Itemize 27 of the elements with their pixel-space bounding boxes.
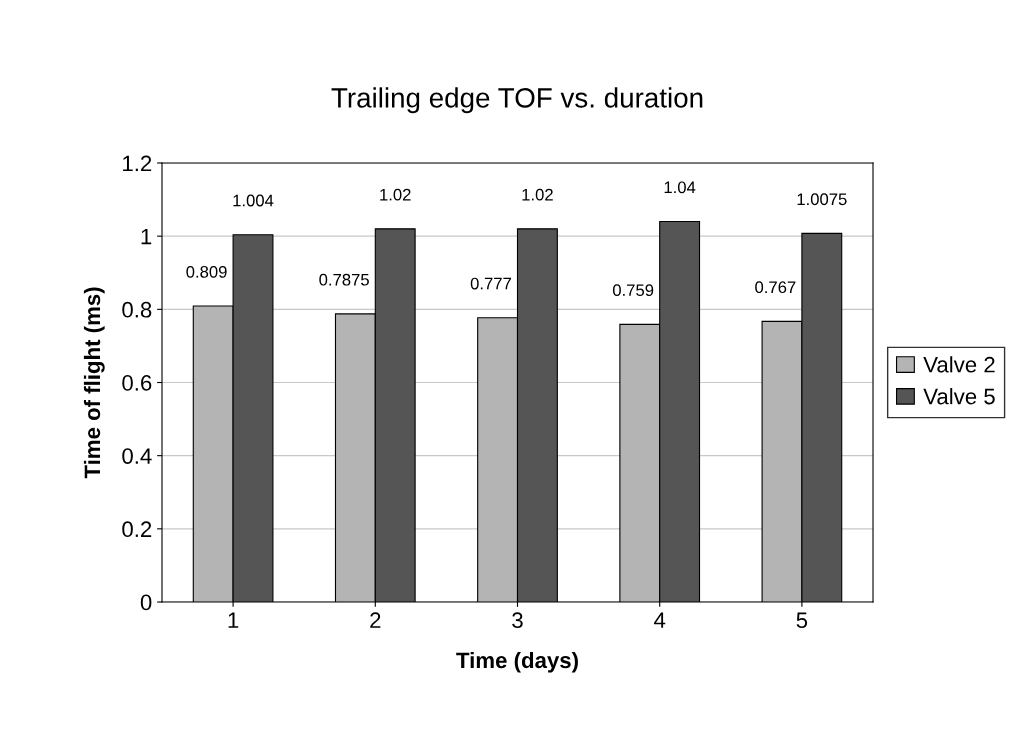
x-tick-label: 5 xyxy=(796,612,808,629)
y-tick-label: 0 xyxy=(140,594,152,611)
y-tick-label: 1 xyxy=(141,228,152,245)
x-tick-label: 3 xyxy=(512,612,523,629)
y-tick-label: 0.6 xyxy=(122,375,152,391)
data-label: 0.809 xyxy=(186,265,227,278)
y-tick-label: 1.2 xyxy=(123,155,152,172)
data-label: 0.759 xyxy=(612,284,654,297)
data-label: 1.0075 xyxy=(797,193,847,206)
y-tick-label: 0.2 xyxy=(122,521,152,538)
legend-label: Valve 2 xyxy=(923,356,995,373)
y-tick-label: 0.4 xyxy=(122,448,152,464)
y-tick-label: 0.8 xyxy=(122,301,152,318)
y-axis-title: Time of flight (ms) xyxy=(83,287,105,479)
x-tick-label: 4 xyxy=(654,612,666,628)
data-label: 1.004 xyxy=(233,194,274,207)
data-label: 1.02 xyxy=(522,188,553,201)
legend-label: Valve 5 xyxy=(923,388,995,405)
data-label: 1.02 xyxy=(380,188,411,201)
data-label: 0.7875 xyxy=(319,273,369,286)
data-label: 1.04 xyxy=(664,181,696,194)
data-label: 0.777 xyxy=(470,277,511,290)
data-label: 0.767 xyxy=(755,281,796,294)
x-tick-label: 2 xyxy=(370,612,381,628)
x-axis-title: Time (days) xyxy=(456,651,578,673)
chart-title: Trailing edge TOF vs. duration xyxy=(331,87,703,114)
x-tick-label: 1 xyxy=(228,612,239,628)
